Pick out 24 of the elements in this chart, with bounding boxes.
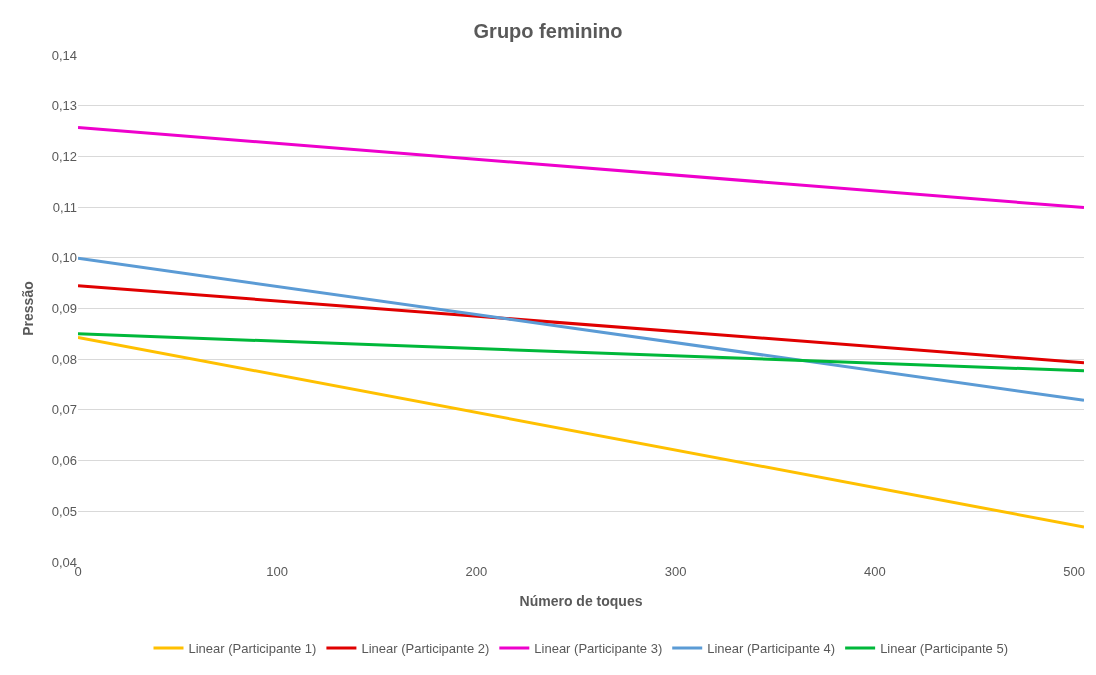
y-tick-label: 0,04 bbox=[51, 554, 77, 570]
legend-label: Linear (Participante 2) bbox=[361, 641, 490, 656]
x-tick-label: 500 bbox=[1063, 564, 1085, 579]
y-tick-label: 0,12 bbox=[51, 148, 77, 164]
y-axis-title: Pressão bbox=[20, 281, 37, 336]
chart-title: Grupo feminino bbox=[473, 19, 623, 42]
y-tick-label: 0,13 bbox=[51, 98, 77, 114]
y-tick-label: 0,14 bbox=[51, 47, 77, 63]
legend-label: Linear (Participante 5) bbox=[880, 641, 1009, 656]
x-axis-title: Número de toques bbox=[519, 593, 643, 610]
x-tick-label: 200 bbox=[465, 564, 488, 579]
y-tick-label: 0,06 bbox=[51, 453, 77, 469]
x-tick-label: 300 bbox=[664, 564, 687, 579]
y-tick-label: 0,10 bbox=[51, 250, 77, 266]
legend-label: Linear (Participante 1) bbox=[188, 641, 317, 656]
x-tick-label: 100 bbox=[266, 564, 289, 579]
y-tick-label: 0,08 bbox=[51, 351, 77, 367]
x-tick-label: 400 bbox=[863, 564, 886, 579]
y-tick-label: 0,09 bbox=[51, 301, 77, 317]
y-tick-label: 0,11 bbox=[52, 199, 77, 215]
legend-label: Linear (Participante 3) bbox=[534, 641, 663, 656]
y-tick-label: 0,05 bbox=[51, 503, 77, 519]
legend-label: Linear (Participante 4) bbox=[707, 641, 836, 656]
y-tick-label: 0,07 bbox=[51, 402, 77, 418]
